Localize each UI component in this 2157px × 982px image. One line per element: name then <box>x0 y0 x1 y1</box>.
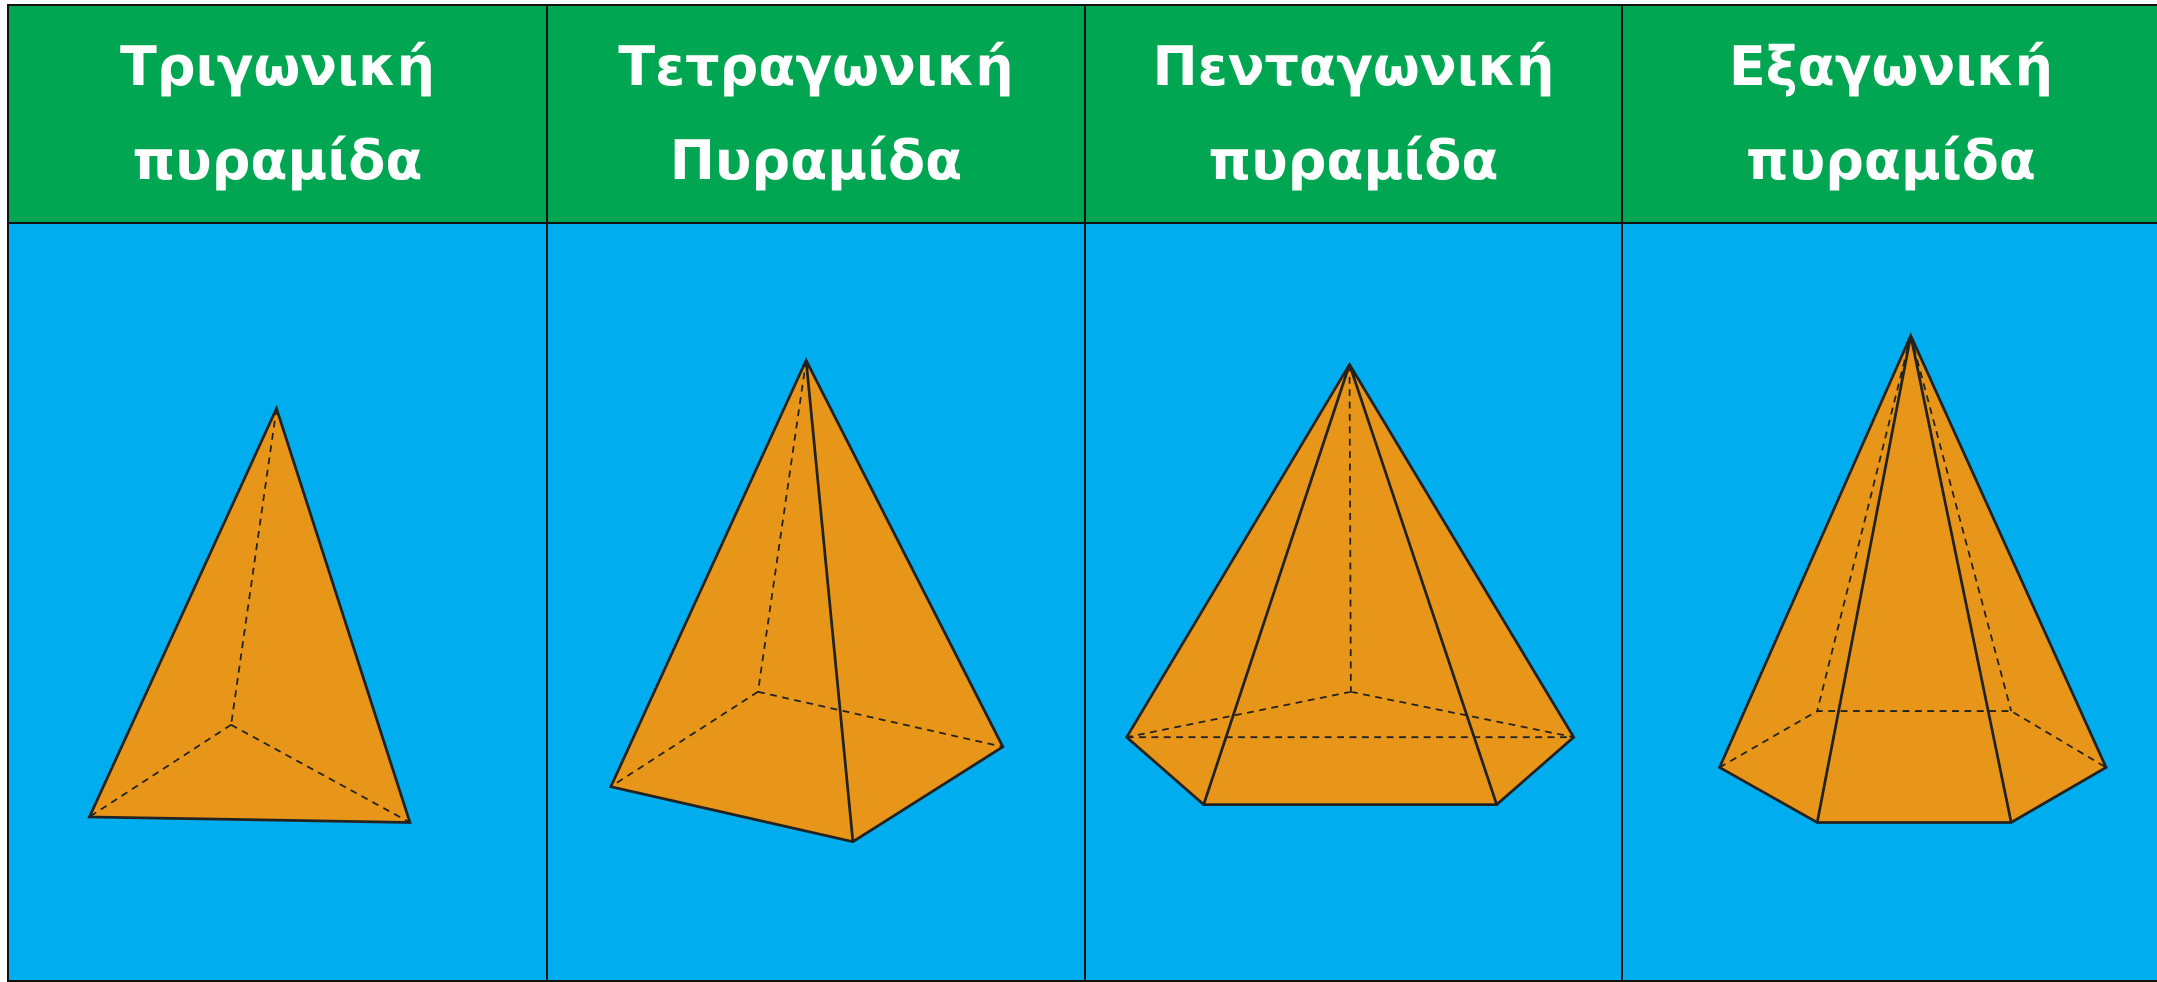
column: Τριγωνική πυραμίδα <box>7 4 548 982</box>
title-line: Τετραγωνική <box>618 35 1014 98</box>
title-line: Εξαγωνική <box>1728 35 2054 98</box>
header: Τριγωνική πυραμίδα <box>9 6 546 224</box>
title-line: Πενταγωνική <box>1152 35 1555 98</box>
header: Πενταγωνική πυραμίδα <box>1086 6 1621 224</box>
title-line: πυραμίδα <box>1208 129 1499 192</box>
title-line: Πυραμίδα <box>669 129 963 192</box>
header: Εξαγωνική πυραμίδα <box>1623 6 2157 224</box>
pentagonal-pyramid <box>1124 361 1576 806</box>
hexagonal-pyramid <box>1717 332 2108 824</box>
title-line: Τριγωνική <box>120 35 435 98</box>
square-pyramid <box>608 357 1005 844</box>
title-line: πυραμίδα <box>1746 129 2036 192</box>
header: Τετραγωνική Πυραμίδα <box>548 6 1084 224</box>
title-line: πυραμίδα <box>132 129 423 192</box>
triangular-pyramid <box>87 404 412 824</box>
